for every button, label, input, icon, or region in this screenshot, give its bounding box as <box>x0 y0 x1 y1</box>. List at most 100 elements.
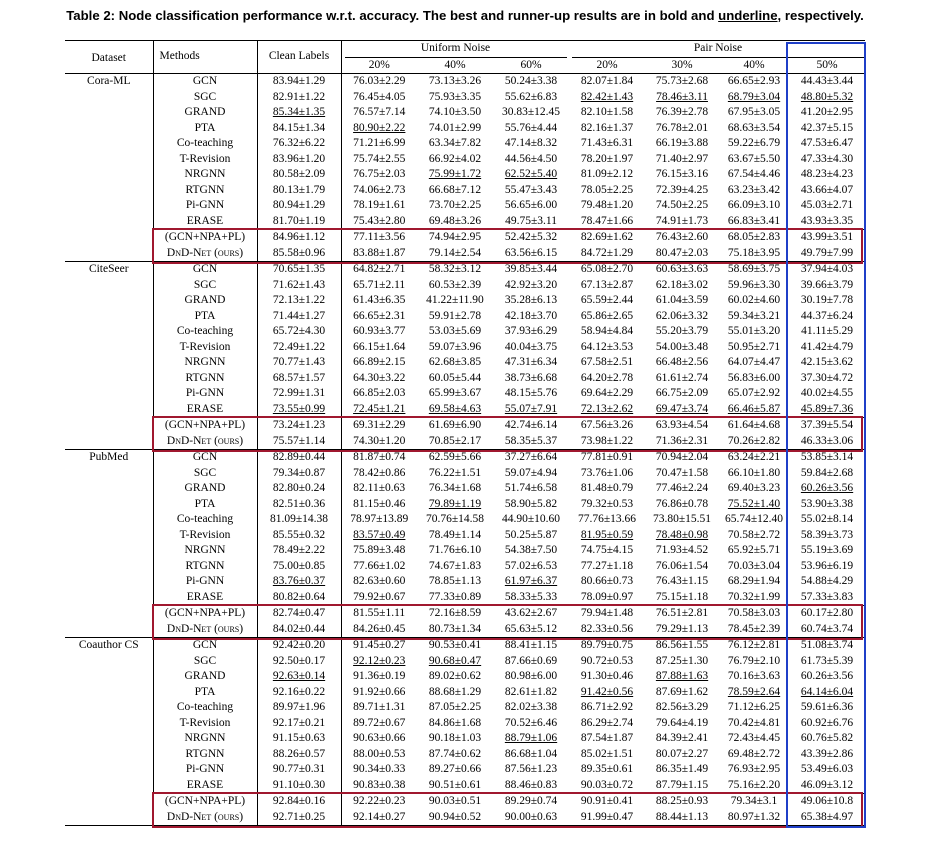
table-row: ERASE 81.70±1.19 75.43±2.80 69.48±3.26 49.75… <box>65 213 865 230</box>
noisy-accuracy-cell: 35.28±6.13 <box>504 294 558 306</box>
method-name: DnD-Net (ours) <box>152 433 257 450</box>
best-rows-highlight <box>152 227 863 264</box>
noisy-accuracy-cell: 79.94±1.48 <box>569 605 646 622</box>
table-row: PubMed GCN 82.89±0.44 81.87±0.74 62.59±5.66 3… <box>65 449 866 638</box>
noisy-accuracy-cell: 92.12±0.23 <box>340 653 417 669</box>
dataset-name: Cora-ML <box>87 75 131 87</box>
noisy-accuracy-cell: 75.93±3.35 <box>428 90 482 103</box>
table-row: Co-teaching 81.09±14.38 78.97±13.89 70.76±1… <box>65 512 865 528</box>
method-name: GRAND <box>152 105 257 121</box>
noisy-accuracy-cell: 62.18±3.02 <box>655 278 709 291</box>
noisy-accuracy-cell: 74.91±1.73 <box>655 214 709 227</box>
noisy-accuracy-cell: 80.73±1.34 <box>428 622 482 635</box>
table-row: DnD-Net (ours) 75.57±1.14 74.30±1.20 70.85±… <box>65 433 865 450</box>
noisy-accuracy-cell: 73.98±1.22 <box>580 434 634 447</box>
noisy-accuracy-cell: 41.20±2.95 <box>800 106 854 118</box>
noisy-accuracy-cell: 86.29±2.74 <box>580 716 634 729</box>
noisy-accuracy-cell: 58.35±5.37 <box>504 434 558 447</box>
method-name: Co-teaching <box>152 512 257 528</box>
method-name: SGC <box>152 653 257 669</box>
table-row: PTA 92.16±0.22 91.92±0.66 88.68±1.29 82.61±1… <box>65 684 865 700</box>
noisy-accuracy-cell: 87.56±1.23 <box>504 763 558 775</box>
noisy-accuracy-cell: 44.56±4.50 <box>504 152 558 165</box>
table-row: NRGNN 78.49±2.22 75.89±3.48 71.76±6.10 54.38… <box>65 543 865 559</box>
noisy-accuracy-cell: 70.58±2.72 <box>727 528 781 541</box>
noisy-accuracy-cell: 82.61±1.82 <box>504 685 558 698</box>
noisy-accuracy-cell: 75.99±1.72 <box>428 168 482 180</box>
table-row: T-Revision 72.49±1.22 66.15±1.64 59.07±3.96… <box>65 339 865 355</box>
noisy-accuracy-cell: 86.35±1.49 <box>655 763 709 775</box>
header-rate: 30% <box>671 58 693 71</box>
noisy-accuracy-cell: 78.42±0.86 <box>340 465 417 481</box>
noisy-accuracy-cell: 68.05±2.83 <box>719 229 790 246</box>
method-name: SGC <box>152 465 257 481</box>
table-row: ERASE 91.10±0.30 90.83±0.38 90.51±0.61 88.46… <box>65 777 865 794</box>
noisy-accuracy-cell: 61.69±6.90 <box>417 417 493 434</box>
noisy-accuracy-cell: 76.78±2.01 <box>655 121 709 134</box>
table-row: (GCN+NPA+PL) 82.74±0.47 81.55±1.11 72.16±8.… <box>65 605 866 622</box>
noisy-accuracy-cell: 64.30±3.22 <box>340 370 417 386</box>
noisy-accuracy-cell: 55.62±6.83 <box>504 90 558 103</box>
noisy-accuracy-cell: 51.74±6.58 <box>504 482 558 494</box>
noisy-accuracy-cell: 76.34±1.68 <box>428 482 482 494</box>
table-row: RTGNN 68.57±1.57 64.30±3.22 60.05±5.44 38.73… <box>65 370 865 386</box>
noisy-accuracy-cell: 79.29±1.13 <box>655 622 709 635</box>
method-name: GRAND <box>152 293 257 309</box>
noisy-accuracy-cell: 65.08±2.70 <box>569 261 646 278</box>
noisy-accuracy-cell: 90.91±0.41 <box>569 793 646 810</box>
noisy-accuracy-cell: 59.22±6.79 <box>727 137 781 149</box>
noisy-accuracy-cell: 82.11±0.63 <box>340 481 417 497</box>
header-rate: 50% <box>816 58 838 71</box>
noisy-accuracy-cell: 67.13±2.87 <box>580 278 634 291</box>
table-row: GRAND 85.34±1.35 76.57±7.14 74.10±3.50 30.83… <box>65 105 865 121</box>
method-name: (GCN+NPA+PL) <box>152 417 257 434</box>
clean-accuracy-cell: 80.58±2.09 <box>256 167 341 183</box>
noisy-accuracy-cell: 60.76±5.82 <box>800 732 854 744</box>
noisy-accuracy-cell: 78.48±0.98 <box>655 528 709 541</box>
noisy-accuracy-cell: 83.88±1.87 <box>340 245 417 262</box>
method-name: (GCN+NPA+PL) <box>152 793 257 810</box>
noisy-accuracy-cell: 65.07±2.92 <box>727 387 781 399</box>
noisy-accuracy-cell: 42.15±3.62 <box>800 356 854 368</box>
noisy-accuracy-cell: 69.48±3.26 <box>428 214 482 227</box>
noisy-accuracy-cell: 63.56±6.15 <box>504 246 558 259</box>
noisy-accuracy-cell: 78.20±1.97 <box>580 152 634 165</box>
clean-accuracy-cell: 81.70±1.19 <box>256 213 341 230</box>
noisy-accuracy-cell: 74.10±3.50 <box>428 106 482 118</box>
noisy-accuracy-cell: 42.74±6.14 <box>493 417 570 434</box>
noisy-accuracy-cell: 37.93±6.29 <box>504 325 558 337</box>
noisy-accuracy-cell: 81.87±0.74 <box>340 449 417 466</box>
noisy-accuracy-cell: 62.59±5.66 <box>417 449 493 466</box>
noisy-accuracy-cell: 70.32±1.99 <box>727 590 781 603</box>
noisy-accuracy-cell: 87.05±2.25 <box>428 701 482 713</box>
noisy-accuracy-cell: 78.47±1.66 <box>580 214 634 227</box>
noisy-accuracy-cell: 91.36±0.19 <box>340 669 417 685</box>
noisy-accuracy-cell: 37.39±5.54 <box>789 417 866 434</box>
method-name: DnD-Net (ours) <box>152 245 257 262</box>
noisy-accuracy-cell: 76.06±1.54 <box>655 559 709 572</box>
noisy-accuracy-cell: 55.19±3.69 <box>800 544 854 556</box>
noisy-accuracy-cell: 59.07±4.94 <box>504 466 558 479</box>
noisy-accuracy-cell: 58.69±3.75 <box>719 261 790 278</box>
noisy-accuracy-cell: 82.10±1.58 <box>580 106 634 118</box>
noisy-accuracy-cell: 89.79±0.75 <box>569 637 646 654</box>
method-name: NRGNN <box>152 355 257 371</box>
noisy-accuracy-cell: 40.04±3.75 <box>504 340 558 353</box>
noisy-accuracy-cell: 43.39±2.86 <box>800 747 854 760</box>
noisy-accuracy-cell: 90.72±0.53 <box>580 654 634 667</box>
noisy-accuracy-cell: 88.68±1.29 <box>428 685 482 698</box>
clean-accuracy-cell: 80.13±1.79 <box>256 182 341 198</box>
noisy-accuracy-cell: 70.26±2.82 <box>727 434 781 447</box>
noisy-accuracy-cell: 70.94±2.04 <box>645 449 720 466</box>
clean-accuracy-cell: 75.57±1.14 <box>256 433 341 450</box>
noisy-accuracy-cell: 55.20±3.79 <box>655 325 709 337</box>
noisy-accuracy-cell: 69.58±4.63 <box>428 402 482 415</box>
clean-accuracy-cell: 82.51±0.36 <box>256 496 341 512</box>
noisy-accuracy-cell: 43.62±2.67 <box>493 605 570 622</box>
noisy-accuracy-cell: 61.64±4.68 <box>719 417 790 434</box>
noisy-accuracy-cell: 64.07±4.47 <box>727 356 781 368</box>
noisy-accuracy-cell: 87.66±0.69 <box>504 654 558 667</box>
clean-accuracy-cell: 80.82±0.64 <box>256 589 341 606</box>
method-name: Pi-GNN <box>152 198 257 214</box>
table-row: Cora-ML GCN 83.94±1.29 76.03±2.29 73.13±3.26… <box>65 73 865 90</box>
